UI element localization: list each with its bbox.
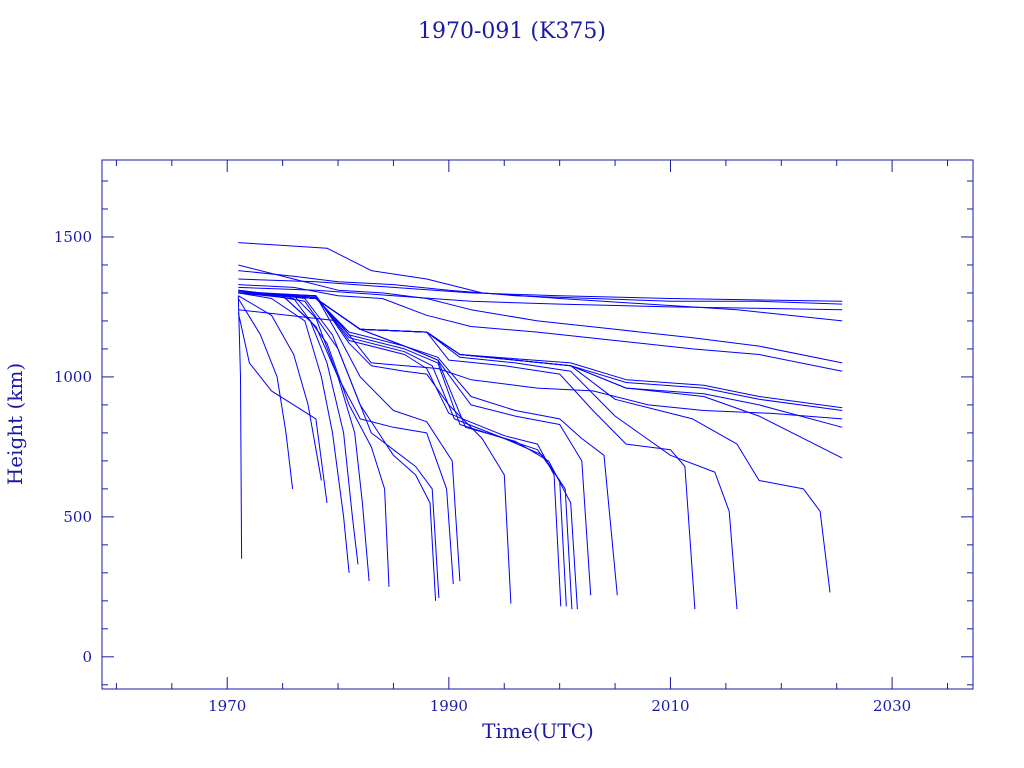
chart-title: 1970-091 (K375) xyxy=(418,19,606,44)
y-tick-label: 0 xyxy=(82,648,92,666)
series-line-track-02 xyxy=(237,298,294,489)
y-tick-label: 1500 xyxy=(54,228,92,246)
series-line-track-19 xyxy=(238,292,618,596)
series-line-track-20 xyxy=(238,292,696,610)
y-axis-label: Height (km) xyxy=(3,363,27,485)
x-tick-label: 2010 xyxy=(651,697,689,715)
y-tick-label: 1000 xyxy=(54,368,92,386)
series-line-track-10 xyxy=(238,289,440,599)
tick-labels: 1970 1990 2010 2030 0 500 1000 1500 xyxy=(54,228,911,715)
series-layer xyxy=(237,242,843,610)
series-line-track-23 xyxy=(238,292,843,459)
series-line-track-01 xyxy=(237,295,243,559)
series-line-track-14 xyxy=(238,292,562,607)
series-line-track-05 xyxy=(238,292,350,573)
series-line-track-13 xyxy=(238,292,512,604)
series-line-track-08 xyxy=(238,292,390,587)
series-line-track-04 xyxy=(237,312,328,503)
series-line-track-28 xyxy=(238,284,843,372)
x-tick-label: 1970 xyxy=(208,697,246,715)
series-line-track-06 xyxy=(238,289,359,565)
plot-frame xyxy=(101,159,974,690)
series-line-track-17 xyxy=(238,292,578,610)
y-tick-label: 500 xyxy=(63,508,92,526)
series-line-track-22 xyxy=(238,292,831,593)
series-line-track-29 xyxy=(238,264,843,364)
series-line-track-32 xyxy=(238,278,843,302)
series-line-track-33 xyxy=(238,286,843,311)
series-line-track-31 xyxy=(238,270,843,305)
series-line-track-30 xyxy=(238,242,843,322)
x-tick-label: 1990 xyxy=(430,697,468,715)
series-line-track-03 xyxy=(238,295,322,481)
axis-ticks xyxy=(102,160,973,689)
series-line-track-26 xyxy=(238,292,843,409)
series-line-track-09 xyxy=(238,289,437,601)
series-line-track-15 xyxy=(238,292,567,607)
x-axis-label: Time(UTC) xyxy=(482,719,594,743)
series-line-track-27 xyxy=(238,309,843,420)
series-line-track-21 xyxy=(238,292,738,610)
series-line-track-11 xyxy=(238,292,454,585)
x-tick-label: 2030 xyxy=(873,697,911,715)
